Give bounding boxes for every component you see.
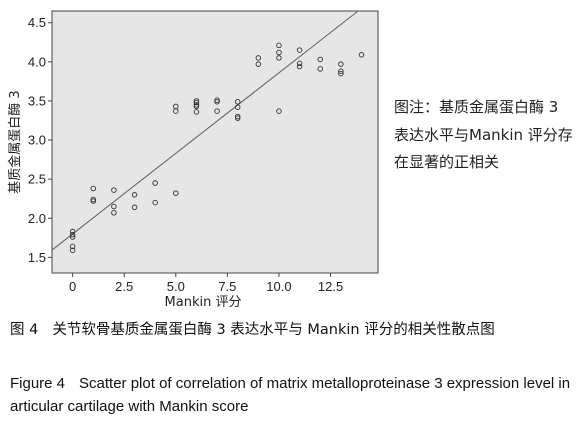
data-point xyxy=(69,234,76,240)
data-point xyxy=(255,61,262,67)
data-point xyxy=(234,98,241,105)
caption-chinese-text: 关节软骨基质金属蛋白酶 3 表达水平与 Mankin 评分的相关性散点图 xyxy=(52,322,495,338)
data-point xyxy=(193,103,200,110)
chart-note: 图注：基质金属蛋白酶 3 表达水平与Mankin 评分存在显著的正相关 xyxy=(394,98,573,171)
data-point xyxy=(234,113,241,120)
y-tick-label: 3.0 xyxy=(28,133,46,148)
data-point xyxy=(234,115,241,121)
data-point xyxy=(69,247,76,254)
data-point xyxy=(276,108,282,114)
data-point xyxy=(296,47,303,53)
data-point xyxy=(234,104,241,110)
x-tick-label: 2.5 xyxy=(115,279,133,294)
data-point xyxy=(276,49,282,56)
y-tick-label: 3.5 xyxy=(28,93,46,108)
data-point xyxy=(152,180,158,186)
y-tick-label: 1.5 xyxy=(28,250,46,265)
y-tick-label: 4.5 xyxy=(28,15,46,30)
regression-line xyxy=(51,10,359,251)
data-point xyxy=(214,98,220,105)
y-tick-label: 2.0 xyxy=(28,211,46,226)
data-point xyxy=(358,52,365,58)
data-point xyxy=(276,55,282,61)
data-point xyxy=(90,198,97,204)
caption-english: Figure 4 Scatter plot of correlation of m… xyxy=(10,373,580,418)
data-point xyxy=(338,70,344,77)
data-point xyxy=(276,42,282,49)
data-point xyxy=(296,63,303,70)
data-point xyxy=(296,60,303,67)
x-tick-label: 12.5 xyxy=(318,279,343,294)
data-point xyxy=(193,102,200,108)
data-point xyxy=(111,187,117,193)
data-point xyxy=(69,228,76,235)
data-point xyxy=(214,97,220,103)
data-point xyxy=(338,68,344,74)
data-point xyxy=(131,192,138,198)
caption-english-text: Scatter plot of correlation of matrix me… xyxy=(10,375,571,415)
caption-chinese-number: 图 4 xyxy=(10,322,39,338)
data-point xyxy=(90,185,97,192)
scatter-chart: 0 2.5 5.0 7.5 10.0 12.5 1.5 2.0 2.5 3.0 3.5 4.0 4.5… xyxy=(7,10,379,310)
data-point xyxy=(111,203,117,210)
data-point xyxy=(214,108,220,114)
data-point xyxy=(69,243,76,250)
x-axis-title: Mankin 评分 xyxy=(165,295,242,310)
data-point xyxy=(338,61,344,67)
y-tick-label: 2.5 xyxy=(28,172,46,187)
y-axis-title: 基质金属蛋白酶 3 xyxy=(7,90,23,193)
x-tick-label: 5.0 xyxy=(167,279,185,294)
data-point xyxy=(193,109,200,115)
data-point xyxy=(193,98,200,104)
data-point xyxy=(173,190,179,196)
data-point xyxy=(317,66,323,72)
data-point xyxy=(255,55,262,61)
caption-chinese: 图 4 关节软骨基质金属蛋白酶 3 表达水平与 Mankin 评分的相关性散点图 xyxy=(10,319,580,341)
x-tick-label: 10.0 xyxy=(266,279,291,294)
x-tick-label: 7.5 xyxy=(218,279,236,294)
caption-english-number: Figure 4 xyxy=(10,375,66,392)
data-point xyxy=(131,204,138,211)
data-point xyxy=(193,99,200,106)
data-point xyxy=(152,199,158,206)
data-point xyxy=(90,196,97,203)
plot-area xyxy=(51,10,379,274)
data-point xyxy=(111,210,117,216)
data-point xyxy=(317,56,323,63)
data-point xyxy=(69,231,76,238)
data-point xyxy=(173,108,179,114)
y-tick-label: 4.0 xyxy=(28,54,46,69)
x-tick-label: 0 xyxy=(69,279,76,294)
